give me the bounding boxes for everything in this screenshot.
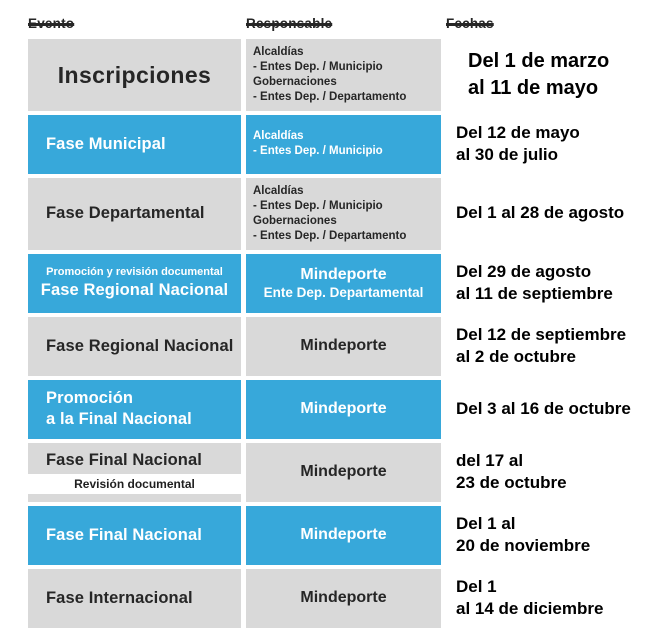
fecha-line: Del 1 al <box>456 513 516 533</box>
fecha-line: 23 de octubre <box>456 473 567 492</box>
responsable-line: Alcaldías <box>253 184 304 197</box>
responsable-line: - Entes Dep. / Municipio <box>253 60 383 73</box>
responsable-cell: Alcaldías - Entes Dep. / Municipio Goberna… <box>246 177 441 250</box>
event-cell: Fase Final Nacional Revisión documental <box>28 442 241 502</box>
responsable-line: - Entes Dep. / Municipio <box>253 199 383 212</box>
event-title: Promoción <box>46 389 134 408</box>
responsable-line: - Entes Dep. / Departamento <box>253 90 407 103</box>
event-cell: Promoción y revisión documental Fase Regi… <box>28 253 241 313</box>
fechas-cell: Del 29 de agosto al 11 de septiembre <box>446 254 646 313</box>
fecha-line: Del 3 al 16 de octubre <box>456 398 631 418</box>
event-cell: Promoción a la Final Nacional <box>28 379 241 439</box>
responsable-line: Gobernaciones <box>253 214 337 227</box>
responsable-line: - Entes Dep. / Departamento <box>253 229 407 242</box>
event-title: Fase Regional Nacional <box>40 281 229 300</box>
fecha-line: Del 29 de agosto <box>456 261 592 281</box>
header-responsable: Responsable <box>246 16 333 31</box>
event-subnote: Revisión documental <box>28 474 241 495</box>
responsable-line: Alcaldías <box>253 130 304 143</box>
responsable-cell: Mindeporte Ente Dep. Departamental <box>246 253 441 313</box>
fechas-cell: Del 1 al 20 de noviembre <box>446 506 646 565</box>
responsable-cell: Alcaldías - Entes Dep. / Municipio Goberna… <box>246 39 441 111</box>
fecha-line: al 11 de mayo <box>468 76 599 99</box>
responsable-cell: Mindeporte <box>246 442 441 502</box>
fechas-cell: Del 1 al 28 de agosto <box>446 178 646 250</box>
responsable-name: Mindeporte <box>300 400 387 417</box>
event-title: Fase Municipal <box>46 134 166 153</box>
event-cell: Fase Municipal <box>28 114 241 174</box>
event-cell: Fase Regional Nacional <box>28 316 241 376</box>
schedule-table: Inscripciones Alcaldías - Entes Dep. / Mun… <box>28 39 646 628</box>
fecha-line: al 30 de julio <box>456 145 559 165</box>
header-evento: Evento <box>28 16 75 31</box>
fecha-line: al 2 de octubre <box>456 347 576 366</box>
fecha-line: Del 1 al 28 de agosto <box>456 203 625 223</box>
event-cell: Fase Departamental <box>28 177 241 250</box>
event-cell: Inscripciones <box>28 39 241 111</box>
event-title: Fase Final Nacional <box>46 525 202 544</box>
responsable-cell: Alcaldías - Entes Dep. / Municipio <box>246 114 441 174</box>
table-header: Evento Responsable Fechas <box>28 16 646 31</box>
event-title: Fase Regional Nacional <box>46 336 234 355</box>
responsable-cell: Mindeporte <box>246 568 441 628</box>
header-fechas: Fechas <box>446 16 494 31</box>
fecha-line: Del 1 de marzo <box>468 50 610 73</box>
event-cell: Fase Final Nacional <box>28 505 241 565</box>
fechas-cell: Del 1 de marzo al 11 de mayo <box>446 39 646 111</box>
fecha-line: Del 12 de septiembre <box>456 324 627 344</box>
fechas-cell: del 17 al 23 de octubre <box>446 443 646 502</box>
fecha-line: 20 de noviembre <box>456 536 591 555</box>
fecha-line: Del 12 de mayo <box>456 122 580 142</box>
event-title: a la Final Nacional <box>46 410 192 428</box>
fechas-cell: Del 12 de septiembre al 2 de octubre <box>446 317 646 376</box>
fechas-cell: Del 3 al 16 de octubre <box>446 380 646 439</box>
event-title: Fase Internacional <box>46 588 193 607</box>
responsable-cell: Mindeporte <box>246 505 441 565</box>
fecha-line: al 14 de diciembre <box>456 599 604 618</box>
fecha-line: Del 1 <box>456 576 497 596</box>
responsable-name: Mindeporte <box>300 265 387 283</box>
event-pre-label: Promoción y revisión documental <box>46 266 223 279</box>
responsable-name: Mindeporte <box>300 589 387 606</box>
responsable-line: Gobernaciones <box>253 75 337 88</box>
responsable-line: - Entes Dep. / Municipio <box>253 145 383 158</box>
responsable-line: Alcaldías <box>253 46 304 58</box>
responsable-name: Mindeporte <box>300 526 387 543</box>
schedule-infographic: Evento Responsable Fechas Inscripciones A… <box>28 16 646 628</box>
event-title: Inscripciones <box>57 61 212 88</box>
event-title: Fase Departamental <box>46 204 205 223</box>
responsable-name: Mindeporte <box>300 463 387 480</box>
event-title: Fase Final Nacional <box>46 450 202 469</box>
fecha-line: del 17 al <box>456 450 524 470</box>
responsable-cell: Mindeporte <box>246 316 441 376</box>
responsable-cell: Mindeporte <box>246 379 441 439</box>
fechas-cell: Del 1 al 14 de diciembre <box>446 569 646 628</box>
fechas-cell: Del 12 de mayo al 30 de julio <box>446 115 646 174</box>
responsable-subname: Ente Dep. Departamental <box>263 284 424 300</box>
fecha-line: al 11 de septiembre <box>456 284 613 303</box>
responsable-name: Mindeporte <box>300 337 387 354</box>
event-cell: Fase Internacional <box>28 568 241 628</box>
